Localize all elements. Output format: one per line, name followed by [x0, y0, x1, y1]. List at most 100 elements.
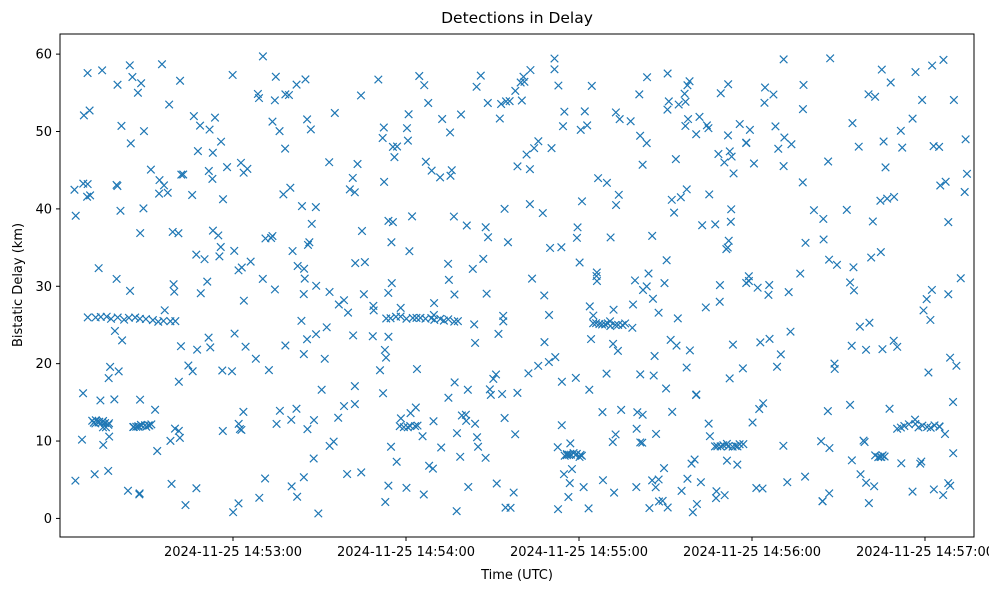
- data-point: [450, 290, 459, 299]
- data-point: [271, 72, 281, 81]
- data-point: [727, 152, 736, 161]
- data-point: [288, 246, 297, 256]
- data-point: [642, 72, 652, 82]
- data-point: [764, 290, 773, 300]
- data-point: [650, 351, 659, 361]
- data-point: [500, 413, 509, 423]
- data-point: [585, 385, 594, 395]
- data-point: [421, 157, 431, 167]
- data-point: [292, 404, 301, 414]
- data-point: [135, 395, 145, 404]
- y-tick-label: 20: [35, 357, 52, 372]
- data-point: [499, 317, 508, 326]
- data-point: [728, 340, 738, 349]
- data-point: [388, 142, 398, 152]
- data-point: [939, 55, 948, 65]
- data-point: [339, 401, 349, 411]
- data-point: [97, 66, 107, 75]
- data-point: [396, 312, 405, 321]
- data-point: [658, 496, 667, 506]
- data-point: [615, 114, 624, 124]
- data-point: [139, 204, 148, 213]
- x-tick-label: 2024-11-25 14:56:00: [683, 545, 821, 560]
- data-point: [192, 250, 201, 259]
- data-point: [904, 420, 914, 429]
- data-point: [704, 123, 713, 133]
- data-point: [444, 275, 454, 285]
- data-point: [865, 318, 874, 328]
- data-point: [876, 196, 885, 205]
- data-point: [378, 389, 388, 398]
- data-point: [575, 258, 584, 267]
- data-point: [463, 385, 473, 394]
- data-point: [299, 349, 309, 359]
- data-point: [557, 377, 567, 386]
- data-point: [868, 217, 878, 226]
- y-tick-label: 40: [35, 202, 52, 217]
- data-point: [915, 459, 925, 468]
- data-point: [203, 277, 212, 286]
- data-point: [695, 112, 704, 122]
- data-point: [513, 388, 522, 398]
- data-point: [647, 231, 657, 241]
- data-point: [482, 289, 491, 298]
- data-point: [348, 173, 357, 183]
- data-point: [462, 221, 472, 230]
- data-point: [636, 370, 645, 379]
- data-point: [429, 298, 439, 308]
- data-point: [309, 415, 319, 425]
- data-point: [557, 420, 566, 430]
- data-point: [402, 123, 412, 133]
- data-point: [470, 338, 480, 348]
- data-point: [243, 164, 252, 174]
- data-point: [116, 206, 125, 216]
- data-point: [174, 377, 184, 387]
- data-point: [104, 432, 114, 441]
- data-point: [419, 490, 429, 499]
- data-point: [519, 72, 528, 81]
- data-point: [501, 97, 511, 106]
- data-point: [453, 316, 463, 326]
- data-point: [350, 399, 360, 409]
- data-point: [214, 231, 223, 240]
- data-point: [196, 289, 205, 298]
- data-point: [146, 165, 156, 174]
- data-point: [735, 440, 744, 449]
- data-point: [723, 131, 733, 140]
- data-point: [435, 173, 445, 182]
- data-point: [170, 287, 179, 296]
- data-point: [188, 366, 197, 376]
- data-point: [739, 439, 748, 449]
- data-point: [908, 114, 917, 123]
- data-point: [722, 456, 732, 465]
- data-point: [673, 314, 683, 323]
- data-point: [239, 296, 249, 305]
- data-point: [654, 308, 663, 317]
- data-point: [832, 260, 842, 270]
- data-point: [525, 164, 535, 174]
- data-point: [410, 421, 420, 431]
- data-point: [452, 428, 462, 438]
- data-point: [758, 484, 767, 493]
- data-point: [193, 146, 203, 156]
- data-point: [878, 451, 887, 460]
- data-point: [192, 345, 202, 354]
- data-point: [680, 89, 689, 98]
- data-point: [491, 370, 501, 379]
- data-point: [473, 442, 483, 451]
- data-point: [847, 341, 856, 350]
- data-point: [455, 452, 465, 462]
- data-point: [544, 357, 554, 367]
- data-point: [733, 460, 742, 469]
- data-point: [609, 488, 619, 497]
- data-point: [567, 464, 577, 474]
- data-point: [922, 294, 931, 304]
- data-point: [645, 503, 654, 513]
- data-point: [722, 244, 731, 254]
- data-point: [513, 162, 522, 171]
- data-point: [948, 448, 958, 458]
- data-point: [729, 169, 738, 178]
- data-point: [866, 253, 876, 262]
- data-point: [386, 442, 396, 451]
- data-point: [609, 305, 618, 314]
